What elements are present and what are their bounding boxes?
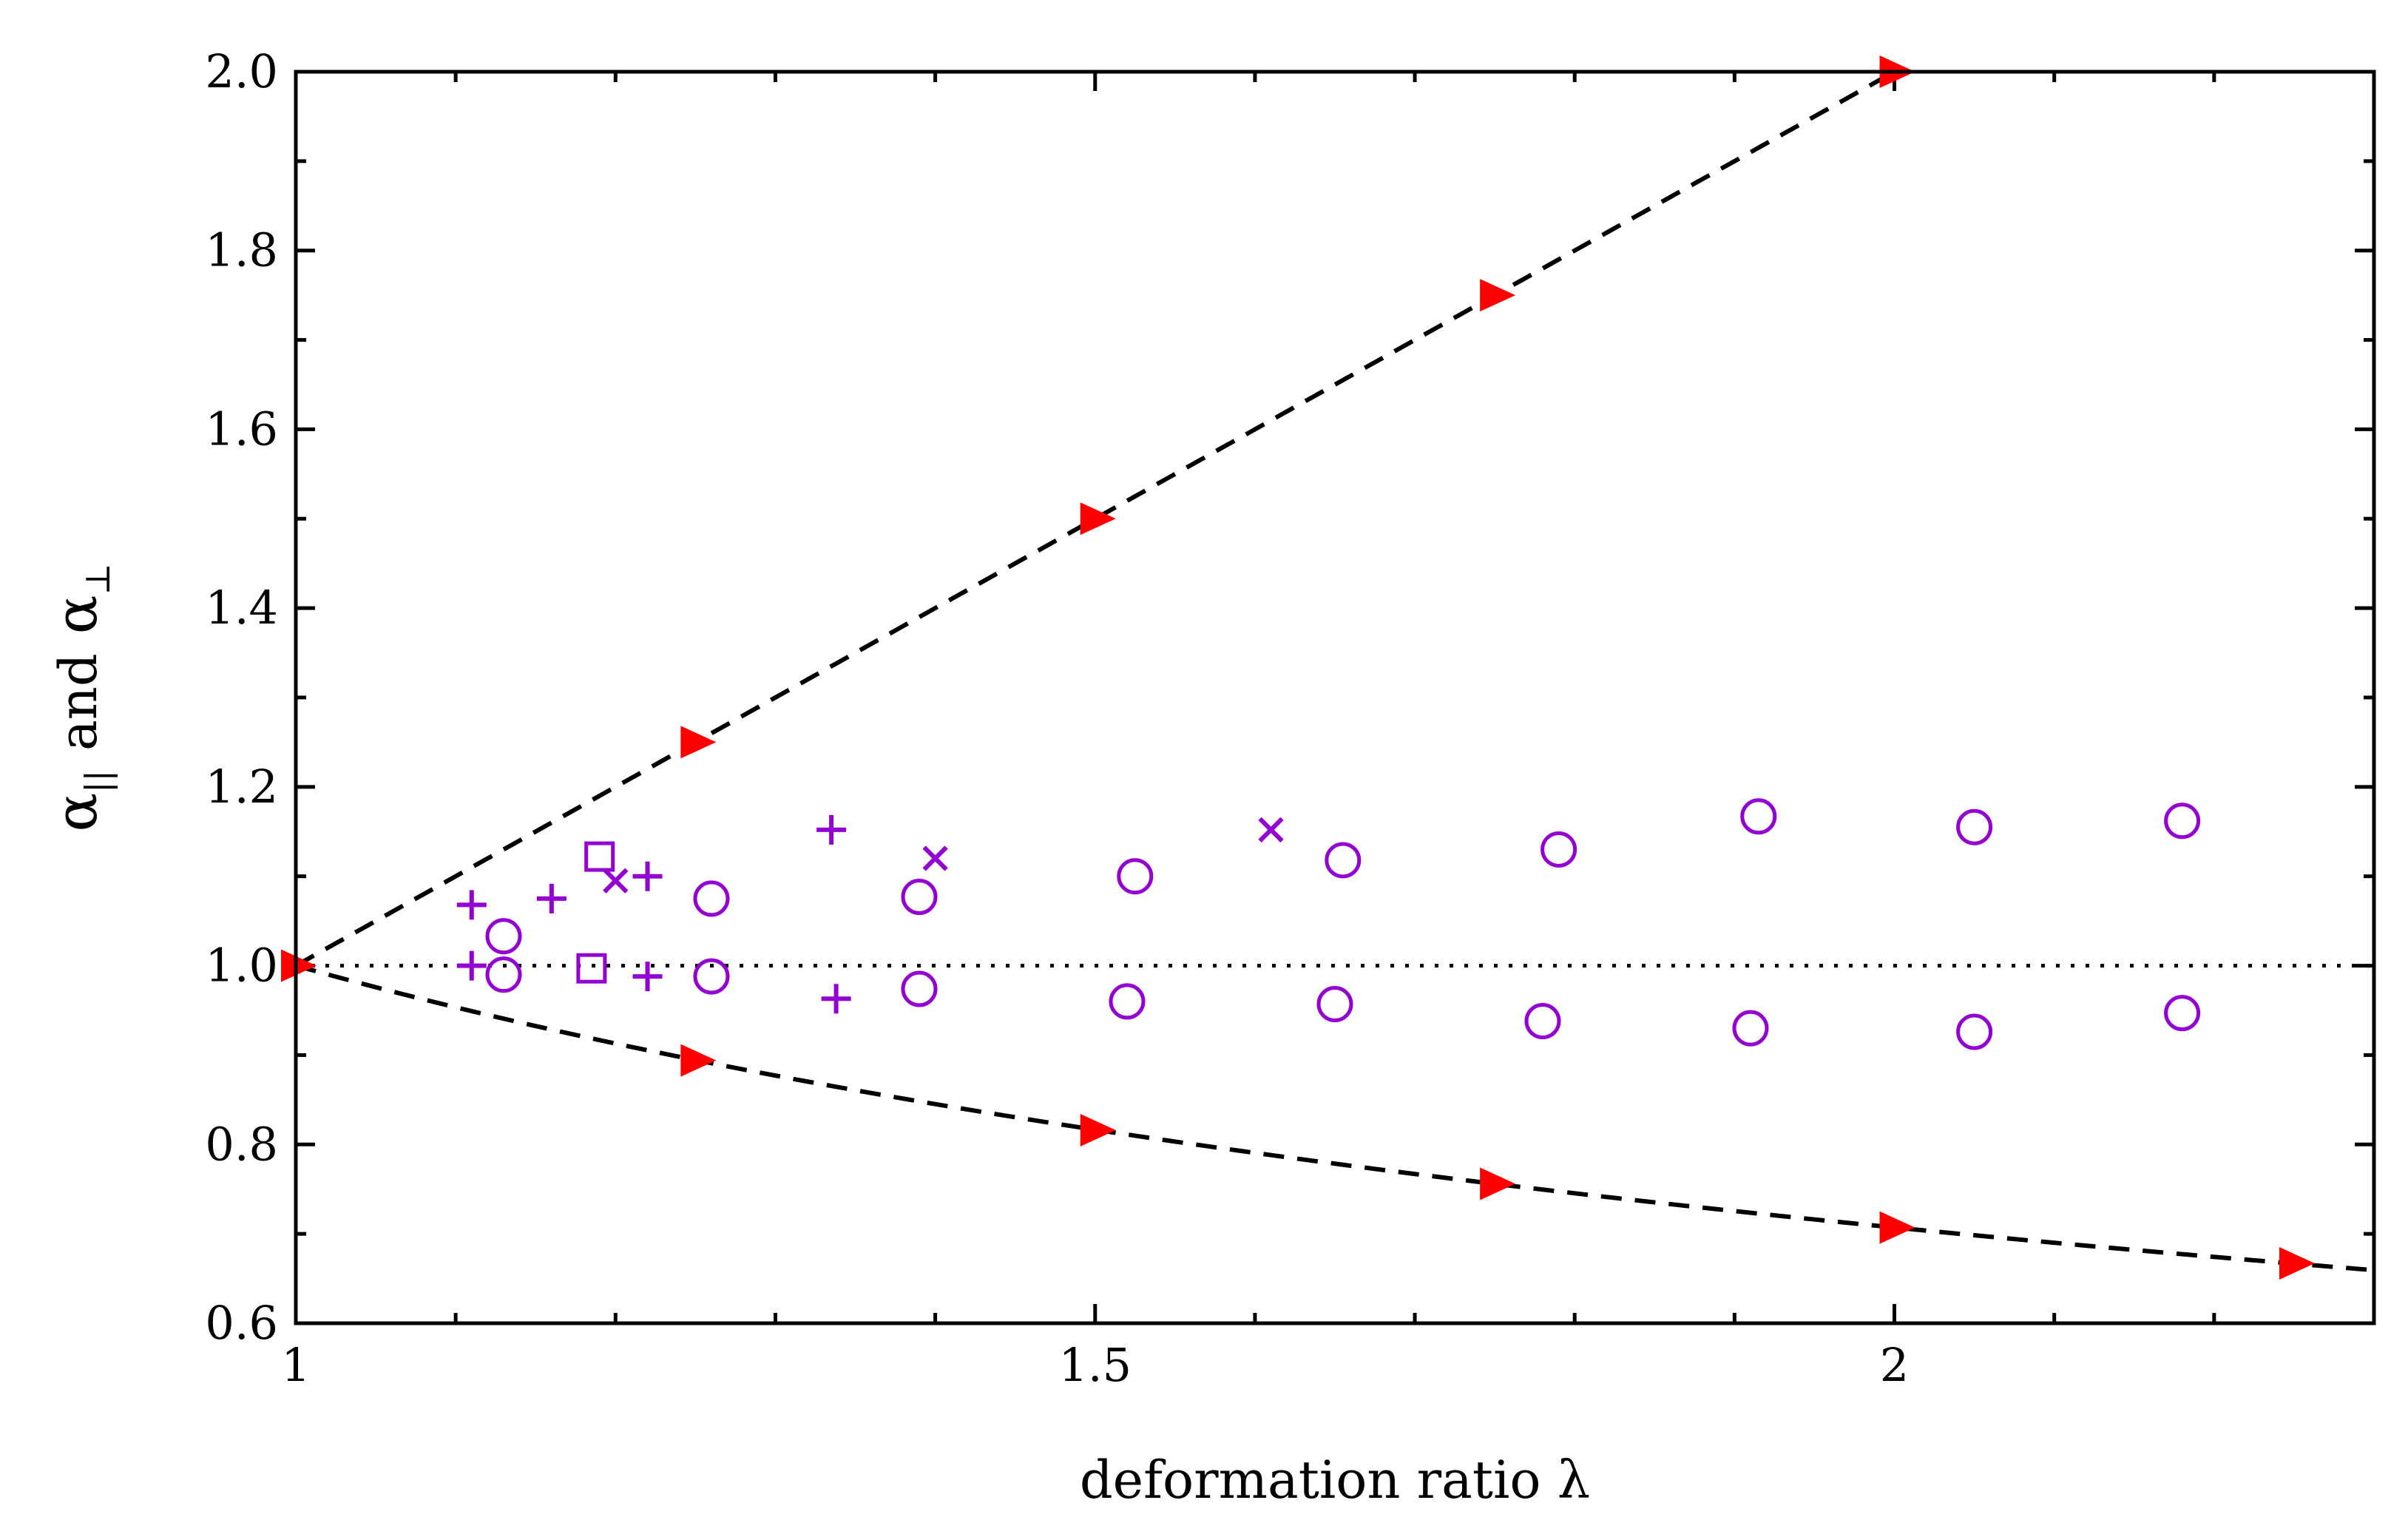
affine-triangle-point (680, 726, 717, 759)
y-axis-and: and (48, 653, 109, 751)
circle-point (1524, 1003, 1561, 1040)
plus-point (632, 962, 663, 992)
circle-point (1740, 798, 1777, 835)
tick-labels: 1 1.5 2 0.6 0.8 1.0 1.2 1.4 1.6 1.8 2.0 (205, 44, 1909, 1392)
plus-point (632, 861, 663, 891)
y-tick-label: 1.4 (205, 581, 278, 635)
x-tick-label: 1 (281, 1338, 310, 1392)
y-tick-label: 1.6 (205, 402, 278, 456)
circle-point (2164, 995, 2201, 1032)
y-tick-label: 0.8 (205, 1117, 278, 1171)
circle-point (1732, 1010, 1769, 1047)
plus-point (456, 890, 487, 920)
x-tick-label: 2 (1880, 1338, 1909, 1392)
y-axis-sub-perp: ⊥ (78, 563, 118, 595)
y-tick-label: 1.0 (205, 939, 278, 993)
circle-point (1956, 1013, 1993, 1050)
axis-ticks (294, 70, 2374, 1325)
cross-point (922, 845, 948, 871)
affine-triangle-point (2279, 1247, 2315, 1280)
affine-triangle-point (1480, 279, 1516, 312)
affine-perpendicular-line (295, 963, 2375, 1273)
cross-point (603, 868, 629, 894)
y-tick-label: 2.0 (205, 44, 278, 98)
circle-point (1325, 842, 1362, 879)
y-tick-label: 1.2 (205, 760, 278, 814)
affine-triangle-point (281, 949, 317, 982)
y-axis-sub-parallel: || (78, 770, 118, 793)
plus-point (536, 883, 567, 913)
y-axis-alpha-perp: α (44, 595, 110, 635)
data-points (281, 55, 2315, 1280)
x-axis-title: deformation ratio λ (1080, 1450, 1590, 1510)
circle-point (901, 879, 938, 916)
plus-point (816, 814, 847, 845)
plus-point (456, 950, 487, 981)
y-tick-label: 0.6 (205, 1296, 278, 1350)
circle-point (693, 880, 730, 917)
circle-point (2164, 803, 2201, 840)
plus-point (821, 984, 851, 1014)
x-tick-label: 1.5 (1058, 1338, 1132, 1392)
plot-frame (294, 70, 2376, 1325)
circle-point (1109, 983, 1146, 1020)
circle-point (485, 956, 522, 993)
affine-triangle-point (1879, 1211, 1915, 1244)
square-point (576, 953, 607, 984)
circle-point (1540, 831, 1577, 868)
affine-triangle-point (1480, 1167, 1516, 1200)
affine-triangle-point (680, 1044, 717, 1077)
cross-point (1258, 817, 1284, 842)
circle-point (1117, 858, 1154, 895)
square-point (584, 841, 615, 872)
circle-point (901, 970, 938, 1007)
circle-point (485, 918, 522, 955)
affine-triangle-point (1080, 1113, 1116, 1146)
circle-point (1316, 986, 1353, 1023)
y-axis-title: α||andα⊥ (44, 563, 118, 831)
y-tick-label: 1.8 (205, 223, 278, 277)
circle-point (693, 958, 730, 995)
reference-lines (294, 75, 2375, 1273)
y-axis-alpha-parallel: α (44, 793, 110, 832)
affine-triangle-point (1080, 502, 1116, 536)
circle-point (1956, 808, 1993, 845)
